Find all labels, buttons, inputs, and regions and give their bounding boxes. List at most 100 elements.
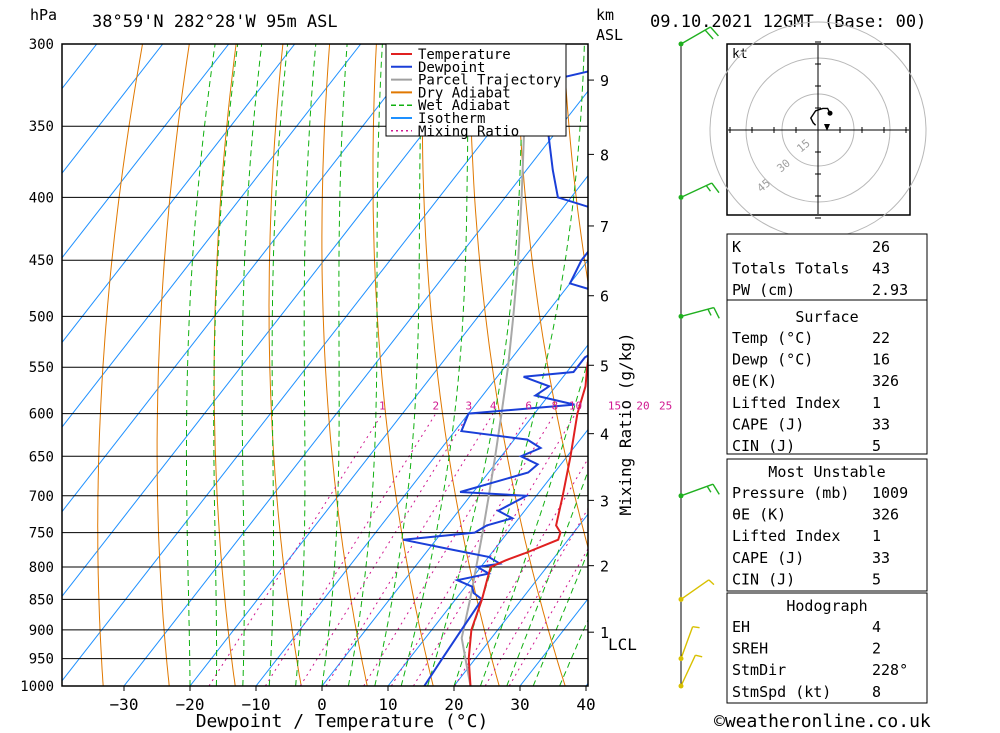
index-label: EH <box>732 618 750 636</box>
wind-barb-staff <box>680 654 697 687</box>
wind-barbs <box>678 26 720 689</box>
height-tick-label: 9 <box>600 72 609 90</box>
height-km-ticks: 1 2 3 4 5 6 7 8 9 <box>588 72 609 642</box>
wet-adiabat-line <box>185 44 216 686</box>
height-tick-label: 8 <box>600 146 609 164</box>
index-label: Dewp (°C) <box>732 351 813 369</box>
x-axis-title: Dewpoint / Temperature (°C) <box>196 711 489 732</box>
indices-most-unstable-box <box>726 458 928 592</box>
index-label: CIN (J) <box>732 570 795 588</box>
isotherm-line <box>62 44 296 344</box>
isotherm-line <box>62 44 230 259</box>
index-label: K <box>732 238 741 256</box>
height-tick-label: 7 <box>600 218 609 236</box>
isotherm-line <box>62 44 164 174</box>
dry-adiabat-line <box>563 44 588 286</box>
index-label: Totals Totals <box>732 260 849 278</box>
wet-adiabat-line <box>268 44 289 686</box>
isobar-lines <box>62 44 588 686</box>
wet-adiabat-line <box>532 550 588 686</box>
height-unit-km: km <box>596 6 614 24</box>
isotherm-line <box>123 90 588 686</box>
isotherm-line <box>0 44 31 686</box>
mixing-ratio-label: 20 <box>636 400 649 413</box>
indices-surface-box <box>726 299 928 455</box>
wet-adiabat-line <box>374 44 424 686</box>
wind-barb-dot <box>678 596 684 602</box>
legend-label: Mixing Ratio <box>418 124 519 140</box>
isotherm-line <box>387 428 588 686</box>
wind-barb-staff <box>680 626 694 659</box>
temperature-tick-label: −10 <box>242 695 271 714</box>
dry-adiabat-line <box>421 44 500 686</box>
wind-barb-staff <box>680 579 710 600</box>
isotherm-line <box>62 44 560 682</box>
dry-adiabat-line <box>213 44 237 686</box>
index-value: 2.93 <box>872 281 908 299</box>
mixing-ratio-line <box>325 413 494 686</box>
index-label: Lifted Index <box>732 527 840 545</box>
isotherm-line <box>62 44 362 428</box>
legend-label: Temperature <box>418 47 511 63</box>
indices-table: K 26 Totals Totals 43 PW (cm) 2.93 Surface Temp… <box>726 233 928 704</box>
lcl-label: LCL <box>608 635 637 654</box>
wind-barb-flag <box>708 579 715 586</box>
mixing-ratio-labels: 1 2 3 4 6 8 10 15 20 25 <box>379 400 672 413</box>
pressure-tick-label: 950 <box>29 652 54 668</box>
dry-adiabat-line <box>938 44 1000 686</box>
wet-adiabat-line <box>241 44 263 686</box>
mixing-ratio-label: 25 <box>659 400 672 413</box>
pressure-tick-label: 500 <box>29 309 54 325</box>
height-tick-label: 2 <box>600 558 609 576</box>
section-title: Most Unstable <box>768 463 885 481</box>
index-value: 8 <box>872 683 881 701</box>
mixing-ratio-line <box>299 413 470 686</box>
wind-barb-flag <box>709 26 719 37</box>
index-label: CAPE (J) <box>732 549 804 567</box>
isotherm-line <box>189 174 588 686</box>
legend-label: Isotherm <box>418 111 485 127</box>
index-value: 22 <box>872 329 890 347</box>
pressure-tick-label: 850 <box>29 592 54 608</box>
pressure-tick-label: 550 <box>29 360 54 376</box>
index-label: Temp (°C) <box>732 329 813 347</box>
hodograph-trace <box>809 107 831 126</box>
index-value: 1 <box>872 394 881 412</box>
pressure-tick-label: 350 <box>29 119 54 135</box>
parcel-trajectory-line <box>460 44 527 686</box>
wind-barb-flag <box>695 654 703 658</box>
wet-adiabat-line <box>506 469 588 686</box>
isotherm-line <box>321 344 588 686</box>
section-title: Surface <box>795 308 858 326</box>
mixing-ratio-label: 3 <box>466 400 473 413</box>
wind-barb-dot <box>678 683 684 689</box>
dry-adiabat-line <box>372 44 434 686</box>
index-value: 4 <box>872 618 881 636</box>
mixing-ratio-lines <box>208 413 588 686</box>
index-label: CAPE (J) <box>732 415 804 433</box>
wet-adiabat-line <box>295 44 317 686</box>
wind-barb-dot <box>678 656 684 662</box>
pressure-tick-labels: 300 350 400 450 500 550 600 650 700 750 800 850 900 9… <box>20 37 54 695</box>
wet-adiabat-line <box>400 44 470 686</box>
wind-barb-flag <box>706 485 712 493</box>
index-value: 33 <box>872 549 890 567</box>
pressure-tick-label: 400 <box>29 190 54 206</box>
hodograph-unit-label: kt <box>732 47 748 62</box>
index-value: 33 <box>872 415 890 433</box>
temperature-tick-labels: −30 −20 −10 0 10 20 30 40 <box>110 686 596 714</box>
legend-label: Wet Adiabat <box>418 98 511 114</box>
index-value: 43 <box>872 260 890 278</box>
legend-label: Dry Adiabat <box>418 85 511 101</box>
index-label: SREH <box>732 640 768 658</box>
wind-barb-flag <box>712 483 720 495</box>
section-title: Hodograph <box>786 597 867 615</box>
mixing-ratio-label: 4 <box>490 400 497 413</box>
height-tick-label: 5 <box>600 357 609 375</box>
index-value: 1009 <box>872 484 908 502</box>
wind-barb-dot <box>678 41 684 47</box>
indices-hodograph-box <box>726 592 928 704</box>
pressure-tick-label: 750 <box>29 526 54 542</box>
